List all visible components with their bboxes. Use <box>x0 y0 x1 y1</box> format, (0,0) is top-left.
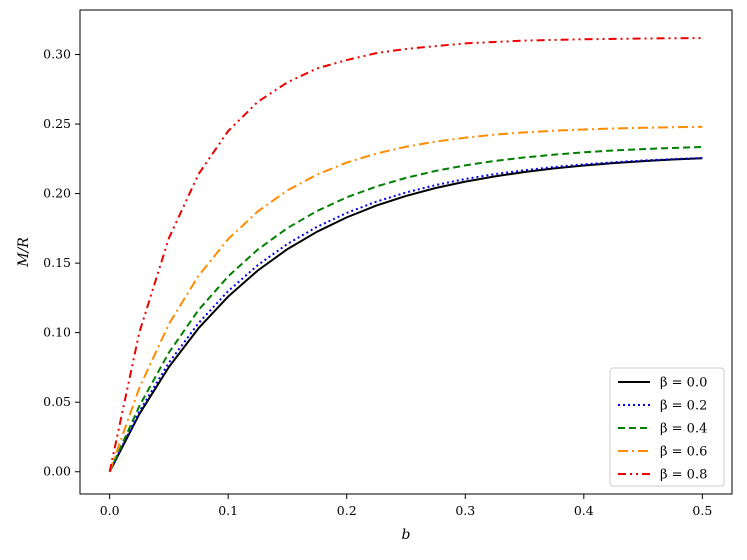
y-tick-label: 0.30 <box>43 47 71 62</box>
x-tick-label: 0.4 <box>574 503 594 518</box>
y-tick-label: 0.25 <box>43 116 71 131</box>
x-axis: 0.0 0.1 0.2 0.3 0.4 0.5 <box>100 494 712 518</box>
series-line-3 <box>108 125 703 473</box>
legend-label-4: β = 0.8 <box>660 468 707 483</box>
x-axis-label: b <box>402 527 411 543</box>
x-tick-label: 0.1 <box>218 503 238 518</box>
legend-label-3: β = 0.6 <box>660 445 707 460</box>
x-tick-label: 0.0 <box>100 503 120 518</box>
legend-box <box>609 367 725 487</box>
legend: β = 0.0 β = 0.2 β = 0.4 β = 0.6 β = 0.8 <box>609 367 725 487</box>
y-tick-label: 0.15 <box>43 255 71 270</box>
legend-label-0: β = 0.0 <box>660 376 707 391</box>
legend-label-1: β = 0.2 <box>660 399 707 414</box>
series-lines <box>108 37 703 473</box>
x-tick-label: 0.3 <box>455 503 475 518</box>
series-line-4 <box>108 37 703 472</box>
series-line-0 <box>108 157 703 473</box>
series-line-2 <box>108 145 703 473</box>
y-tick-label: 0.00 <box>43 464 71 479</box>
legend-label-2: β = 0.4 <box>660 422 707 437</box>
y-axis: 0.00 0.05 0.10 0.15 0.20 0.25 0.30 <box>43 47 80 479</box>
x-tick-label: 0.2 <box>337 503 357 518</box>
y-tick-label: 0.05 <box>43 394 71 409</box>
y-tick-label: 0.20 <box>43 186 71 201</box>
y-tick-label: 0.10 <box>43 325 71 340</box>
y-axis-label: M/R <box>16 237 32 268</box>
x-tick-label: 0.5 <box>692 503 712 518</box>
